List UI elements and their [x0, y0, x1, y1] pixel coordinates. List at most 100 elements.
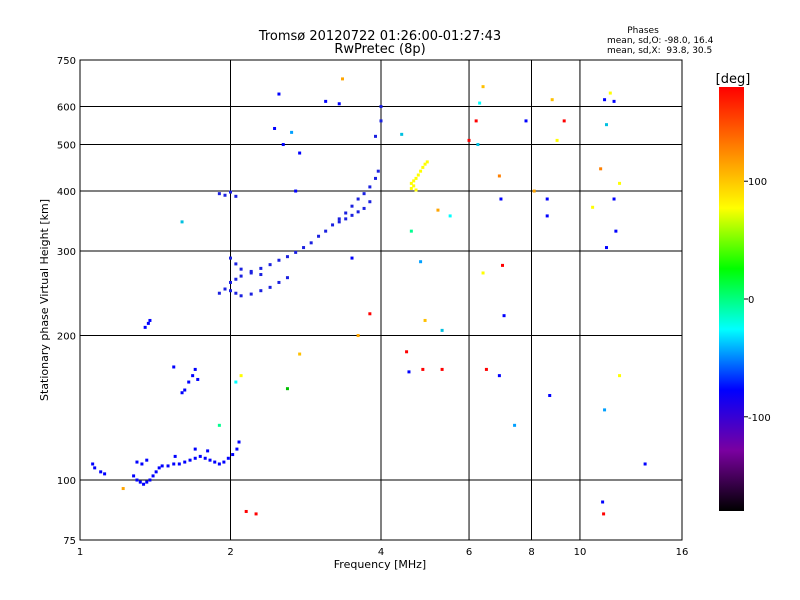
data-point — [379, 119, 383, 123]
data-point — [562, 119, 566, 123]
data-point — [409, 186, 413, 190]
data-point — [476, 143, 480, 147]
data-point — [484, 367, 488, 371]
data-point — [217, 462, 221, 466]
data-point — [157, 466, 161, 470]
data-point — [294, 250, 298, 254]
data-point — [277, 92, 281, 96]
data-point — [423, 162, 427, 166]
data-point — [285, 276, 289, 280]
data-point — [440, 367, 444, 371]
data-point — [234, 277, 238, 281]
data-point — [145, 480, 149, 484]
data-point — [501, 263, 505, 267]
colorbar-tick-label: 100 — [748, 177, 767, 188]
data-point — [249, 292, 253, 296]
x-axis-ticks: 1 2 4 6 8 10 16 — [77, 547, 689, 558]
data-point — [550, 98, 554, 102]
data-point — [337, 220, 341, 224]
series-e-region-trace-o- — [91, 440, 241, 486]
data-point — [368, 185, 372, 189]
data-point — [281, 143, 285, 147]
y-tick-label: 600 — [57, 103, 76, 114]
data-point — [409, 181, 413, 185]
x-tick-label: 16 — [676, 547, 689, 558]
data-point — [421, 165, 425, 169]
data-point — [249, 269, 253, 273]
data-point — [368, 200, 372, 204]
data-point — [188, 458, 192, 462]
data-point — [91, 462, 95, 466]
plot-grid — [80, 60, 682, 540]
data-point — [138, 480, 142, 484]
data-point — [344, 217, 348, 221]
y-tick-label: 100 — [57, 476, 76, 487]
data-point — [173, 454, 177, 458]
stats-line-x: mean, sd,X: 93.8, 30.5 — [607, 46, 712, 56]
data-point — [217, 423, 221, 427]
y-tick-label: 300 — [57, 247, 76, 258]
data-point — [172, 365, 176, 369]
y-axis-ticks: 75 100 200 300 400 500 600 750 — [57, 56, 76, 547]
data-point — [187, 380, 191, 384]
data-point — [412, 179, 416, 183]
colorbar — [719, 87, 744, 511]
x-tick-label: 6 — [466, 547, 472, 558]
data-point — [440, 328, 444, 332]
y-tick-label: 400 — [57, 187, 76, 198]
data-point — [196, 377, 200, 381]
data-point — [421, 367, 425, 371]
data-point — [414, 176, 418, 180]
data-point — [229, 190, 232, 194]
data-point — [374, 134, 378, 138]
data-point — [448, 214, 452, 218]
data-point — [356, 210, 360, 214]
data-point — [193, 367, 197, 371]
data-point — [379, 105, 383, 109]
data-point — [409, 229, 413, 233]
data-point — [344, 211, 348, 215]
data-point — [502, 314, 506, 318]
data-point — [145, 458, 149, 462]
data-point — [532, 189, 536, 193]
data-point — [268, 263, 272, 267]
data-point — [103, 472, 107, 476]
chart-subtitle: RwPretec (8p) — [334, 42, 425, 57]
data-point — [337, 102, 341, 106]
data-point — [513, 423, 517, 427]
data-point — [400, 132, 404, 136]
plot-frame — [79, 59, 683, 541]
data-point — [143, 325, 147, 329]
chart-title: Tromsø 20120722 01:26:00-01:27:43 — [258, 29, 501, 44]
data-point — [423, 318, 427, 322]
data-point — [474, 119, 478, 123]
series-sporadic-low-f-o- — [143, 318, 200, 395]
data-point — [362, 192, 366, 196]
data-point — [223, 193, 227, 197]
data-point — [239, 274, 243, 278]
x-tick-label: 8 — [528, 547, 534, 558]
data-point — [217, 291, 221, 295]
data-point — [231, 453, 235, 457]
data-point — [244, 509, 248, 513]
data-point — [148, 318, 152, 322]
data-point — [180, 391, 184, 395]
data-point — [229, 289, 232, 293]
data-point — [208, 458, 212, 462]
data-point — [249, 271, 253, 275]
data-point — [602, 512, 606, 516]
data-point — [548, 394, 552, 398]
data-point — [545, 197, 549, 201]
data-point — [497, 374, 501, 378]
data-point — [298, 151, 302, 155]
data-point — [362, 206, 366, 210]
data-point — [350, 256, 354, 260]
data-point — [121, 487, 125, 491]
data-point — [193, 456, 197, 460]
data-point — [419, 260, 423, 264]
data-point — [317, 234, 321, 238]
data-point — [603, 98, 607, 102]
data-point — [340, 77, 344, 81]
data-point — [285, 387, 289, 391]
